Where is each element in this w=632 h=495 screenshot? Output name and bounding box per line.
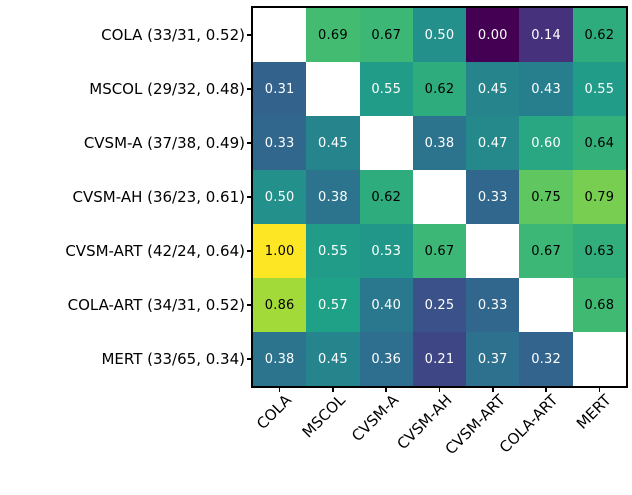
heatmap-cell: 0.55 <box>572 62 626 116</box>
heatmap-cell: 0.50 <box>412 8 467 62</box>
y-tick <box>247 34 251 36</box>
heatmap-cell: 1.00 <box>253 224 307 278</box>
heatmap-cell-masked <box>253 8 307 62</box>
y-tick <box>247 304 251 306</box>
heatmap-cell: 0.40 <box>359 278 413 332</box>
heatmap-grid: 0.69 0.67 0.50 0.00 0.14 0.62 0.31 0.55 0.62 0.45… <box>251 6 628 388</box>
heatmap-cell: 0.38 <box>306 170 360 224</box>
heatmap-cell: 0.67 <box>412 224 467 278</box>
y-tick <box>247 196 251 198</box>
heatmap-cell: 0.00 <box>466 8 520 62</box>
heatmap-cell-masked <box>359 116 413 170</box>
heatmap-cell: 0.38 <box>412 116 467 170</box>
heatmap-cell: 0.31 <box>253 62 307 116</box>
y-tick-label: COLA (33/31, 0.52) <box>101 26 245 44</box>
heatmap-cell: 0.60 <box>519 116 573 170</box>
y-tick <box>247 88 251 90</box>
heatmap-cell: 0.68 <box>572 278 626 332</box>
heatmap-cell: 0.43 <box>519 62 573 116</box>
x-tick <box>278 388 281 392</box>
y-tick-label: CVSM-A (37/38, 0.49) <box>83 134 245 152</box>
heatmap-cell: 0.47 <box>466 116 520 170</box>
y-tick-label: COLA-ART (34/31, 0.52) <box>67 296 245 314</box>
heatmap-cell: 0.53 <box>359 224 413 278</box>
x-tick-label: CVSM-A <box>347 391 402 446</box>
heatmap-cell: 0.45 <box>306 332 360 386</box>
heatmap-cell: 0.62 <box>572 8 626 62</box>
heatmap-cell-masked <box>572 332 626 386</box>
heatmap-cell: 0.32 <box>519 332 573 386</box>
heatmap-cell: 0.33 <box>253 116 307 170</box>
heatmap-cell: 0.55 <box>359 62 413 116</box>
x-tick <box>545 388 547 392</box>
y-tick <box>247 250 251 252</box>
heatmap-cell: 0.69 <box>306 8 360 62</box>
heatmap-cell: 0.33 <box>466 170 520 224</box>
heatmap-cell-masked <box>412 170 467 224</box>
heatmap-cell: 0.55 <box>306 224 360 278</box>
heatmap-cell: 0.21 <box>412 332 467 386</box>
heatmap-cell: 0.38 <box>253 332 307 386</box>
x-tick-label: MSCOL <box>298 391 349 442</box>
x-tick <box>438 388 441 392</box>
x-tick <box>385 388 387 392</box>
heatmap-cell: 0.67 <box>519 224 573 278</box>
heatmap-cell: 0.79 <box>572 170 626 224</box>
heatmap-cell: 0.14 <box>519 8 573 62</box>
heatmap-cell: 0.45 <box>306 116 360 170</box>
x-tick-label: MERT <box>573 391 616 433</box>
heatmap-cell-masked <box>466 224 520 278</box>
y-tick <box>247 358 251 360</box>
heatmap-cell: 0.50 <box>253 170 307 224</box>
heatmap-cell: 0.36 <box>359 332 413 386</box>
y-tick-label: CVSM-AH (36/23, 0.61) <box>72 188 245 206</box>
heatmap-cell-masked <box>306 62 360 116</box>
y-tick-label: CVSM-ART (42/24, 0.64) <box>65 242 245 260</box>
heatmap-cell: 0.37 <box>466 332 520 386</box>
y-tick-label: MSCOL (29/32, 0.48) <box>89 80 245 98</box>
heatmap-cell: 0.67 <box>359 8 413 62</box>
y-tick-label: MERT (33/65, 0.34) <box>101 350 245 368</box>
heatmap-cell: 0.86 <box>253 278 307 332</box>
x-tick-label: COLA <box>253 391 296 433</box>
heatmap-cell: 0.62 <box>359 170 413 224</box>
heatmap-cell: 0.63 <box>572 224 626 278</box>
heatmap-cell: 0.25 <box>412 278 467 332</box>
x-tick <box>492 388 494 392</box>
y-tick <box>247 142 251 144</box>
heatmap-cell: 0.57 <box>306 278 360 332</box>
x-tick <box>332 388 334 392</box>
x-tick <box>598 388 601 392</box>
heatmap-cell: 0.75 <box>519 170 573 224</box>
heatmap-cell: 0.33 <box>466 278 520 332</box>
heatmap-cell: 0.64 <box>572 116 626 170</box>
heatmap-cell-masked <box>519 278 573 332</box>
heatmap-cell: 0.45 <box>466 62 520 116</box>
heatmap-cell: 0.62 <box>412 62 467 116</box>
